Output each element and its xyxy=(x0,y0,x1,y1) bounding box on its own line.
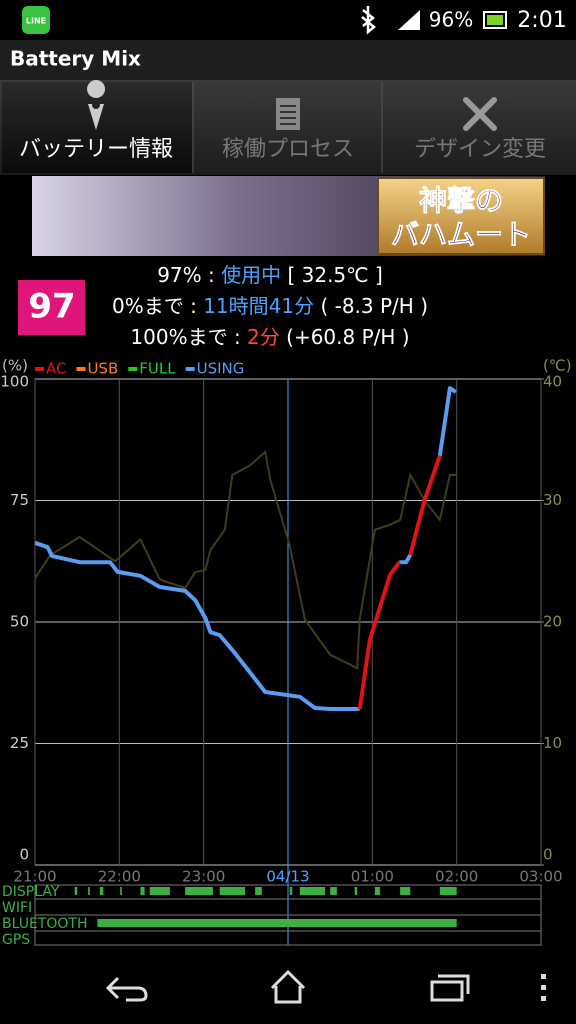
info-label: 0%まで : xyxy=(112,294,203,318)
info-detail: ( -8.3 P/H ) xyxy=(314,294,428,318)
activity-bar xyxy=(289,887,293,895)
x-tick-label: 04/13 xyxy=(266,868,309,886)
battery-fill xyxy=(487,15,503,25)
legend-label: FULL xyxy=(139,360,176,378)
y-axis-label: (%) xyxy=(2,357,28,375)
temperature-line xyxy=(34,449,457,670)
legend-swatch xyxy=(76,367,86,371)
info-detail: [ 32.5℃ ] xyxy=(281,263,383,287)
activity-label: WIFI xyxy=(2,900,32,916)
back-button[interactable] xyxy=(105,976,148,1002)
info-label: 100%まで : xyxy=(130,325,247,349)
y-tick-label: 25 xyxy=(10,734,29,752)
info-value: 2分 xyxy=(247,325,280,349)
ad-logo-box xyxy=(377,177,545,255)
app-bar xyxy=(0,40,576,80)
ad-text: 神撃の xyxy=(419,184,503,217)
activity-bar xyxy=(354,887,358,895)
app-icon-label: LINE xyxy=(26,17,46,26)
activity-label: DISPLAY xyxy=(2,884,60,900)
activity-bar xyxy=(374,887,380,895)
info-line: 100%まで : 2分 (+60.8 P/H ) xyxy=(130,325,409,349)
activity-bar xyxy=(299,887,326,895)
battery-line xyxy=(357,455,442,710)
tab-label[interactable]: バッテリー情報 xyxy=(19,137,173,162)
activity-bar xyxy=(219,887,245,895)
activity-label: BLUETOOTH xyxy=(2,916,87,932)
x-tick-label: 21:00 xyxy=(13,868,56,886)
bluetooth-icon xyxy=(361,6,376,35)
info-line: 0%まで : 11時間41分 ( -8.3 P/H ) xyxy=(112,294,428,318)
y2-tick-label: 0 xyxy=(543,846,553,864)
activity-bar xyxy=(330,887,337,895)
battery-info: 97% : 使用中 [ 32.5℃ ] 0%まで : 11時間41分 ( -8.3… xyxy=(112,263,428,349)
tab-label[interactable]: デザイン変更 xyxy=(414,137,546,162)
tab-icon-lines xyxy=(280,105,296,125)
y-tick-label: 50 xyxy=(10,613,29,631)
y-tick-label: 75 xyxy=(10,491,29,509)
tab-icon-tools xyxy=(463,97,497,131)
status-bar xyxy=(0,0,576,40)
ad-banner[interactable]: 神撃の バハムート xyxy=(32,176,545,256)
info-label: 97% : xyxy=(157,263,221,287)
info-line: 97% : 使用中 [ 32.5℃ ] xyxy=(157,263,383,287)
y2-tick-label: 30 xyxy=(543,491,562,509)
info-detail: (+60.8 P/H ) xyxy=(280,325,410,349)
battery-line xyxy=(34,386,457,711)
activity-bar xyxy=(99,887,104,895)
ad-text: バハムート xyxy=(391,218,531,251)
battery-percent: 96% xyxy=(429,8,473,32)
activity-bar xyxy=(88,887,90,895)
battery-badge xyxy=(18,280,85,335)
y-tick-label: 100 xyxy=(0,373,29,391)
y2-tick-label: 10 xyxy=(543,734,562,752)
chart: (%) (℃) AC USB FULL USING 0 25 50 75 100 0 10 20 30 40 2… xyxy=(0,357,571,949)
activity-bar xyxy=(185,887,213,895)
activity-bar xyxy=(74,887,78,895)
recents-button[interactable] xyxy=(430,974,470,1002)
info-value: 11時間41分 xyxy=(203,294,314,318)
legend-label: AC xyxy=(46,360,66,378)
activity-bar xyxy=(255,887,262,895)
y2-tick-label: 20 xyxy=(543,613,562,631)
y2-axis-label: (℃) xyxy=(543,357,572,375)
activity-bar xyxy=(120,887,122,895)
y-tick-label: 0 xyxy=(19,846,29,864)
battery-level: 97 xyxy=(28,287,75,327)
activity-bar xyxy=(149,887,170,895)
legend-label: USING xyxy=(197,360,245,378)
activity-bar xyxy=(140,887,145,895)
activity-bar xyxy=(400,887,411,895)
home-button[interactable] xyxy=(270,969,306,1004)
tab-icon-list xyxy=(276,98,300,130)
x-tick-label: 03:00 xyxy=(519,868,562,886)
activity-bar xyxy=(97,919,457,927)
legend-label: USB xyxy=(87,360,118,378)
clock: 2:01 xyxy=(517,8,566,33)
info-value: 使用中 xyxy=(221,263,281,287)
x-tick-label: 22:00 xyxy=(98,868,141,886)
activity-label: GPS xyxy=(2,932,30,948)
tab-label[interactable]: 稼働プロセス xyxy=(222,137,354,162)
tab-icon-pin-hole xyxy=(92,101,100,109)
legend-swatch xyxy=(35,367,44,371)
legend-swatch xyxy=(185,367,195,371)
battery-icon xyxy=(483,11,507,29)
signal-icon xyxy=(398,10,420,30)
menu-button[interactable] xyxy=(541,974,546,1001)
line-icon xyxy=(22,6,50,34)
activity-bar xyxy=(439,887,457,895)
nav-bar xyxy=(105,969,546,1004)
x-tick-label: 23:00 xyxy=(182,868,225,886)
x-tick-label: 02:00 xyxy=(435,868,478,886)
x-tick-label: 01:00 xyxy=(351,868,394,886)
app-title: Battery Mix xyxy=(10,47,141,71)
y2-tick-label: 40 xyxy=(543,373,562,391)
legend-swatch xyxy=(128,367,138,371)
